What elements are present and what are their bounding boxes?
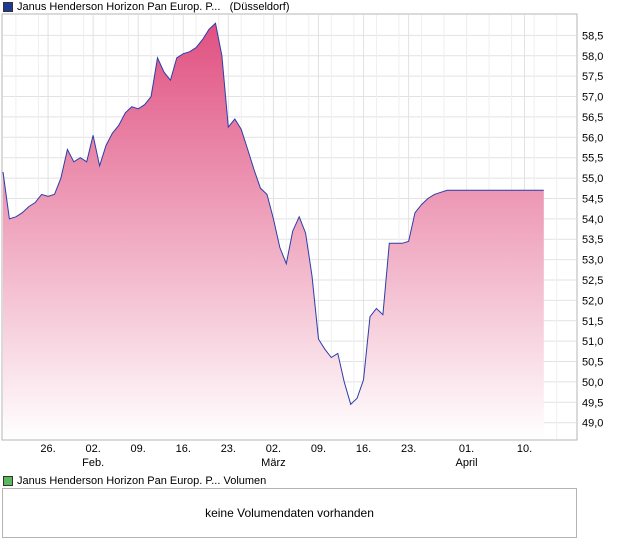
x-tick-label: 01. bbox=[459, 443, 474, 455]
y-tick-label: 49,5 bbox=[582, 397, 603, 409]
price-legend-text: Janus Henderson Horizon Pan Europ. P... … bbox=[17, 1, 290, 13]
price-area-fill bbox=[3, 23, 544, 439]
y-tick-label: 56,0 bbox=[582, 132, 603, 144]
x-tick-label: 16. bbox=[176, 443, 191, 455]
y-tick-label: 52,0 bbox=[582, 295, 603, 307]
price-line bbox=[2, 22, 544, 406]
x-tick-label: 09. bbox=[311, 443, 326, 455]
x-tick-label: 09. bbox=[131, 443, 146, 455]
x-tick-label: 02. bbox=[266, 443, 281, 455]
x-tick-label: 23. bbox=[401, 443, 416, 455]
y-tick-label: 53,0 bbox=[582, 255, 603, 267]
y-tick-label: 55,5 bbox=[582, 153, 603, 165]
price-series-name: Janus Henderson Horizon Pan Europ. P... bbox=[17, 1, 221, 13]
x-tick-label: 26. bbox=[40, 443, 55, 455]
y-tick-label: 51,0 bbox=[582, 336, 603, 348]
x-tick-label: 10. bbox=[517, 443, 532, 455]
y-tick-label: 51,5 bbox=[582, 316, 603, 328]
y-tick-label: 50,5 bbox=[582, 357, 603, 369]
x-tick-label: 23. bbox=[221, 443, 236, 455]
price-legend: Janus Henderson Horizon Pan Europ. P... … bbox=[3, 0, 290, 14]
y-tick-label: 57,5 bbox=[582, 71, 603, 83]
x-month-label: April bbox=[456, 457, 478, 469]
exchange-label: (Düsseldorf) bbox=[229, 1, 290, 13]
y-tick-label: 58,5 bbox=[582, 30, 603, 42]
y-tick-label: 52,5 bbox=[582, 275, 603, 287]
x-tick-label: 16. bbox=[356, 443, 371, 455]
x-axis: 26. 02. Feb. 09. 16. 23. 02. März 09. 16. 23. 01. Ap… bbox=[40, 443, 532, 469]
x-tick-label: 02. bbox=[85, 443, 100, 455]
volume-legend-label: Janus Henderson Horizon Pan Europ. P... … bbox=[17, 475, 267, 487]
y-tick-label: 49,0 bbox=[582, 418, 603, 430]
volume-legend: Janus Henderson Horizon Pan Europ. P... … bbox=[3, 474, 266, 488]
price-chart: 58,5 58,0 57,5 57,0 56,5 56,0 55,5 55,0 54,5 54,0… bbox=[1, 13, 603, 469]
y-tick-label: 58,0 bbox=[582, 51, 603, 63]
y-tick-label: 50,0 bbox=[582, 377, 603, 389]
y-tick-label: 53,5 bbox=[582, 234, 603, 246]
x-month-label: Feb. bbox=[82, 457, 104, 469]
volume-series-swatch bbox=[3, 476, 13, 486]
volume-panel: keine Volumendaten vorhanden bbox=[2, 488, 577, 538]
price-series-swatch bbox=[3, 2, 13, 12]
no-volume-message: keine Volumendaten vorhanden bbox=[205, 506, 374, 520]
y-tick-label: 57,0 bbox=[582, 92, 603, 104]
price-area bbox=[2, 22, 544, 439]
x-month-label: März bbox=[261, 457, 285, 469]
y-tick-label: 55,0 bbox=[582, 173, 603, 185]
y-axis: 58,5 58,0 57,5 57,0 56,5 56,0 55,5 55,0 54,5 54,0… bbox=[582, 30, 603, 429]
y-tick-label: 56,5 bbox=[582, 112, 603, 124]
y-tick-label: 54,0 bbox=[582, 214, 603, 226]
y-tick-label: 54,5 bbox=[582, 193, 603, 205]
